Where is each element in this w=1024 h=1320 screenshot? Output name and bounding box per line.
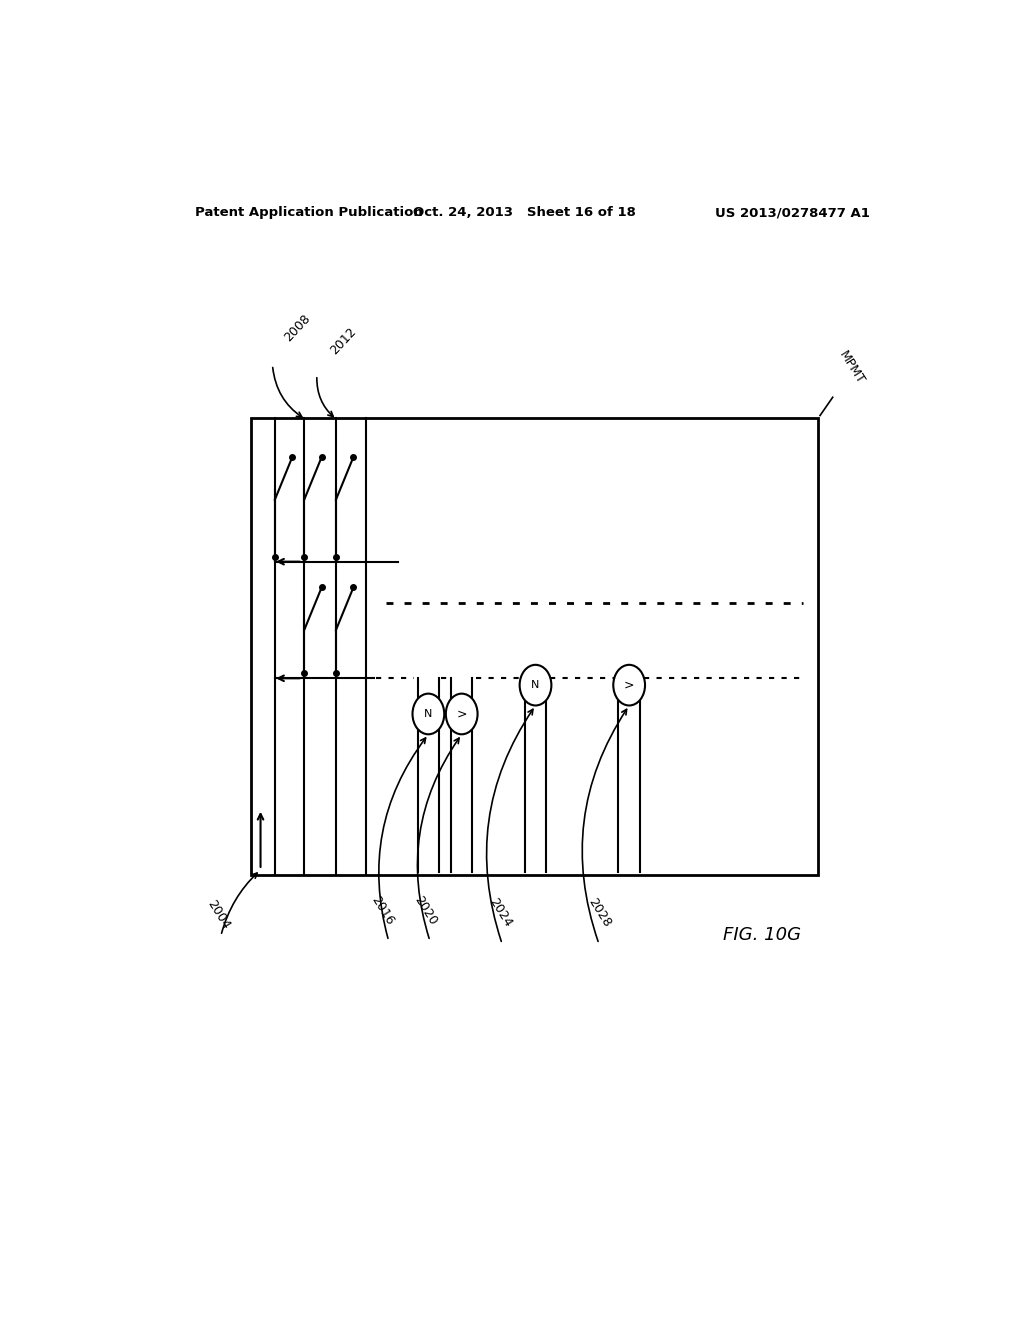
Text: FIG. 10G: FIG. 10G: [723, 925, 802, 944]
Text: MPMT: MPMT: [836, 348, 866, 387]
Text: 2012: 2012: [328, 325, 359, 356]
Text: >: >: [624, 678, 635, 692]
Text: 2016: 2016: [369, 894, 396, 927]
Circle shape: [613, 665, 645, 705]
Circle shape: [445, 693, 477, 734]
Text: 2008: 2008: [282, 313, 313, 345]
Circle shape: [519, 665, 551, 705]
Text: Oct. 24, 2013   Sheet 16 of 18: Oct. 24, 2013 Sheet 16 of 18: [414, 206, 636, 219]
Text: 2024: 2024: [486, 895, 514, 929]
Text: 2028: 2028: [586, 895, 613, 929]
Text: 2020: 2020: [412, 894, 439, 927]
Text: US 2013/0278477 A1: US 2013/0278477 A1: [715, 206, 870, 219]
Text: >: >: [457, 708, 467, 721]
Bar: [251, 417, 818, 875]
Text: 2004: 2004: [205, 898, 232, 931]
Text: N: N: [531, 680, 540, 690]
Circle shape: [413, 693, 444, 734]
Text: Patent Application Publication: Patent Application Publication: [196, 206, 423, 219]
Text: N: N: [424, 709, 432, 719]
